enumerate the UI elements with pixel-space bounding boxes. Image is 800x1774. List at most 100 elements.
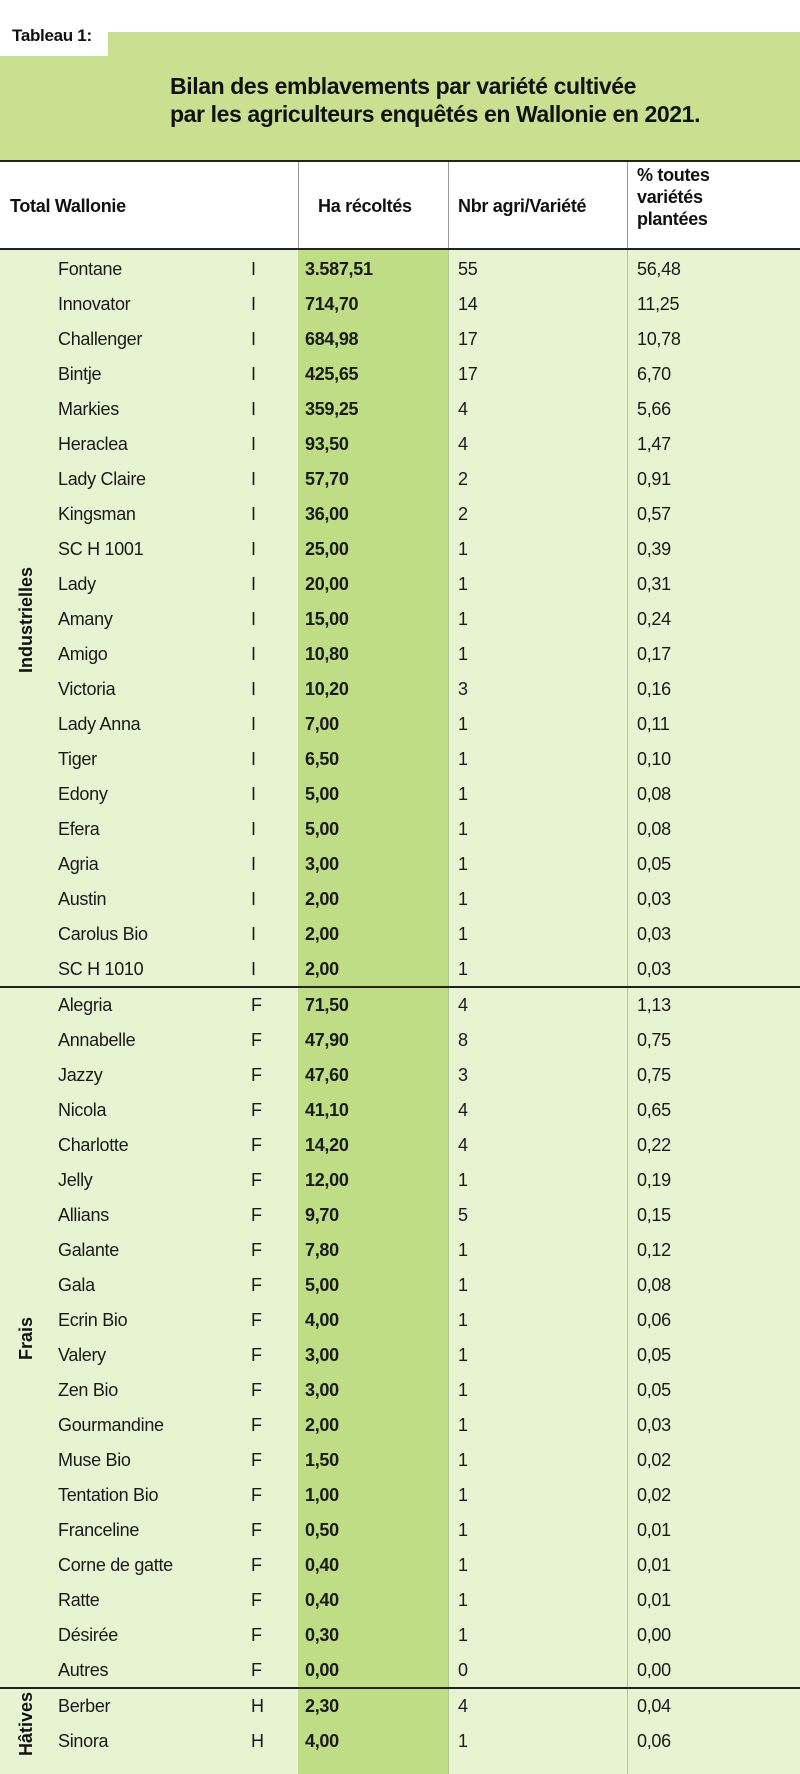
table-row: Lady I 20,00 1 0,31 (0, 567, 800, 602)
variety-type: I (251, 469, 256, 489)
percent-value: 0,19 (637, 1170, 671, 1190)
variety-type: F (251, 1100, 262, 1120)
percent-value: 0,17 (637, 644, 671, 664)
variety-name: Agria (58, 854, 99, 874)
variety-name: Lady Claire (58, 469, 146, 489)
hectares-value: 7,80 (305, 1240, 339, 1260)
col-header-pct-line-1: % toutes (637, 165, 710, 185)
hectares-value: 2,00 (305, 924, 339, 944)
percent-value: 0,05 (637, 1345, 671, 1365)
hectares-value: 5,00 (305, 784, 339, 804)
hectares-value: 2,00 (305, 1415, 339, 1435)
percent-value: 0,04 (637, 1696, 671, 1716)
farmer-count: 1 (458, 889, 468, 909)
variety-name: Bintje (58, 364, 102, 384)
variety-type: F (251, 1555, 262, 1575)
farmer-count: 1 (458, 819, 468, 839)
table-row: Efera I 5,00 1 0,08 (0, 812, 800, 847)
table-row: Nicola F 41,10 4 0,65 (0, 1093, 800, 1128)
percent-value: 0,12 (637, 1240, 671, 1260)
table-row: Gala F 5,00 1 0,08 (0, 1268, 800, 1303)
percent-value: 0,03 (637, 959, 671, 979)
farmer-count: 1 (458, 1415, 468, 1435)
farmer-count: 1 (458, 854, 468, 874)
percent-value: 0,75 (637, 1065, 671, 1085)
title-line-2: par les agriculteurs enquêtés en Walloni… (170, 101, 701, 127)
variety-name: Challenger (58, 329, 143, 349)
variety-type: I (251, 259, 256, 279)
percent-value: 1,47 (637, 434, 671, 454)
hectares-value: 25,00 (305, 539, 349, 559)
table-row: Autres F 0,00 0 0,00 (0, 1653, 800, 1688)
variety-type: I (251, 434, 256, 454)
farmer-count: 1 (458, 1380, 468, 1400)
percent-value: 0,39 (637, 539, 671, 559)
hectares-value: 3,00 (305, 1345, 339, 1365)
variety-name: Edony (58, 784, 108, 804)
table-row: Allians F 9,70 5 0,15 (0, 1198, 800, 1233)
variety-name: Fontane (58, 259, 122, 279)
farmer-count: 1 (458, 749, 468, 769)
column-headers: Total Wallonie Ha récoltés Nbr agri/Vari… (0, 160, 800, 250)
farmer-count: 1 (458, 1240, 468, 1260)
variety-name: Amany (58, 609, 113, 629)
variety-type: F (251, 1135, 262, 1155)
farmer-count: 1 (458, 1170, 468, 1190)
variety-name: Zen Bio (58, 1380, 118, 1400)
variety-type: I (251, 889, 256, 909)
variety-name: Corne de gatte (58, 1555, 173, 1575)
table-tag: Tableau 1: (12, 26, 92, 45)
farmer-count: 4 (458, 995, 468, 1015)
table-row: Zen Bio F 3,00 1 0,05 (0, 1373, 800, 1408)
table-row: Markies I 359,25 4 5,66 (0, 392, 800, 427)
variety-name: Alegria (58, 995, 112, 1015)
percent-value: 0,11 (637, 714, 670, 734)
variety-type: I (251, 924, 256, 944)
hectares-value: 6,50 (305, 749, 339, 769)
variety-type: I (251, 714, 256, 734)
percent-value: 5,66 (637, 399, 671, 419)
variety-name: Gala (58, 1275, 95, 1295)
table-row: Galante F 7,80 1 0,12 (0, 1233, 800, 1268)
table-row: Tiger I 6,50 1 0,10 (0, 742, 800, 777)
variety-type: I (251, 959, 256, 979)
variety-type: I (251, 364, 256, 384)
table-row: Jelly F 12,00 1 0,19 (0, 1163, 800, 1198)
variety-name: Lady (58, 574, 96, 594)
variety-type: F (251, 1310, 262, 1330)
variety-type: F (251, 1275, 262, 1295)
farmer-count: 5 (458, 1205, 468, 1225)
hectares-value: 714,70 (305, 294, 359, 314)
hectares-value: 359,25 (305, 399, 359, 419)
farmer-count: 1 (458, 1625, 468, 1645)
variety-name: Allians (58, 1205, 109, 1225)
hectares-value: 41,10 (305, 1100, 349, 1120)
variety-type: F (251, 1450, 262, 1470)
title-line-1: Bilan des emblavements par variété culti… (170, 73, 637, 99)
variety-name: Tentation Bio (58, 1485, 159, 1505)
percent-value: 0,10 (637, 749, 671, 769)
percent-value: 0,06 (637, 1310, 671, 1330)
variety-name: Markies (58, 399, 119, 419)
variety-type: F (251, 1660, 262, 1680)
hectares-value: 7,00 (305, 714, 339, 734)
variety-name: Autres (58, 1660, 109, 1680)
hectares-value: 0,30 (305, 1625, 339, 1645)
hectares-value: 0,00 (305, 1660, 339, 1680)
hectares-value: 9,70 (305, 1205, 339, 1225)
farmer-count: 1 (458, 1450, 468, 1470)
variety-name: Jazzy (58, 1065, 103, 1085)
farmer-count: 1 (458, 1590, 468, 1610)
hectares-value: 1,00 (305, 1485, 339, 1505)
table-row: Alegria F 71,50 4 1,13 (0, 988, 800, 1023)
ha-column-highlight (298, 250, 448, 1774)
table-row: Bintje I 425,65 17 6,70 (0, 357, 800, 392)
hectares-value: 20,00 (305, 574, 349, 594)
variety-type: F (251, 1030, 262, 1050)
variety-name: Amigo (58, 644, 108, 664)
table-row: Annabelle F 47,90 8 0,75 (0, 1023, 800, 1058)
table-row: Amany I 15,00 1 0,24 (0, 602, 800, 637)
table-row: Ratte F 0,40 1 0,01 (0, 1583, 800, 1618)
hectares-value: 0,40 (305, 1590, 339, 1610)
table-row: Charlotte F 14,20 4 0,22 (0, 1128, 800, 1163)
